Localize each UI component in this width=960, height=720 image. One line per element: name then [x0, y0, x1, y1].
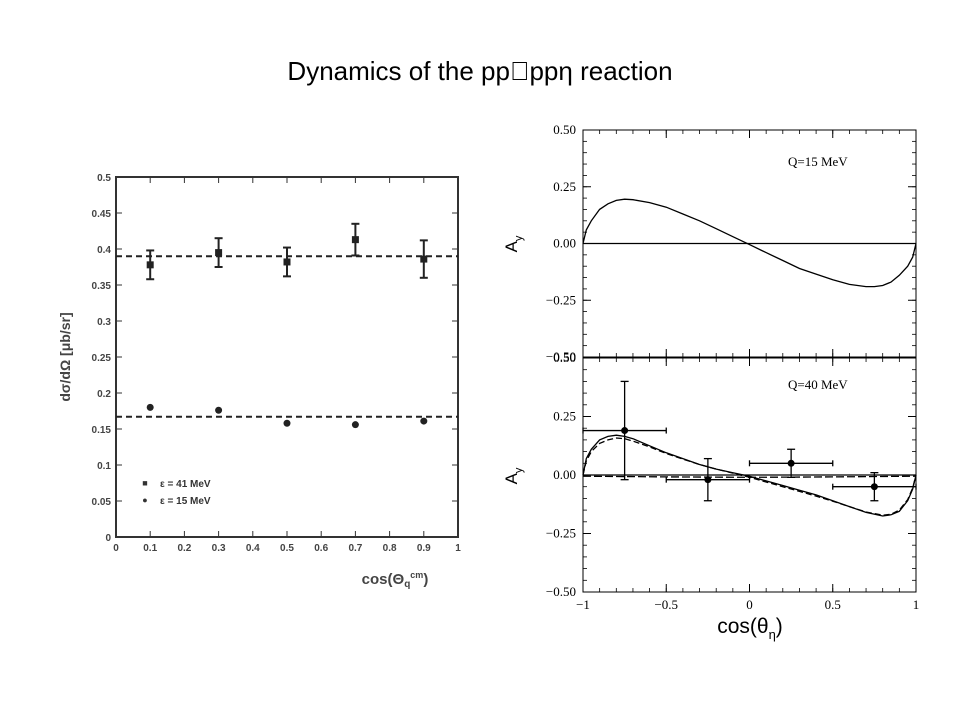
data-point-circle [215, 406, 223, 414]
left-y-tick-label: 0.35 [92, 281, 112, 292]
left-x-axis-label: cos(Θqcm) [362, 570, 429, 590]
left-y-tick-label: 0.25 [92, 353, 112, 364]
legend-label-15: ε = 15 MeV [160, 496, 211, 507]
left-x-tick-label: 1 [455, 543, 461, 554]
right-top-y-axis-label: Ay [502, 235, 525, 252]
x-tick-label: −1 [576, 597, 590, 612]
legend-marker-41: ■ [142, 478, 147, 488]
left-series [116, 222, 458, 429]
left-x-tick-label: 0.9 [417, 543, 431, 554]
data-point [870, 483, 878, 491]
left-x-tick-label: 0.2 [177, 543, 191, 554]
left-y-tick-label: 0.1 [97, 461, 111, 472]
data-point-square [351, 236, 359, 244]
legend-marker-15: ● [142, 495, 147, 505]
left-x-tick-label: 0.4 [246, 543, 260, 554]
data-point-circle [351, 421, 359, 429]
left-y-axis-label: dσ/dΩ [μb/sr] [57, 312, 73, 401]
data-point [787, 459, 795, 467]
right-x-axis-label: cos(θη) [717, 615, 783, 642]
left-x-tick-label: 0.3 [212, 543, 226, 554]
model-solid-curve [582, 434, 917, 517]
left-x-tick-label: 0.6 [314, 543, 328, 554]
left-y-tick-label: 0.45 [92, 209, 112, 220]
right-bottom-y-axis: 0.50 0.25 0.00 −0.25 −0.50 [546, 350, 917, 599]
data-point [621, 427, 629, 435]
right-bottom-series [582, 380, 917, 517]
x-tick-label: 0.5 [825, 597, 841, 612]
left-y-tick-label: 0.5 [97, 173, 111, 184]
left-legend: ■ ε = 41 MeV ● ε = 15 MeV [142, 478, 211, 507]
right-top-panel-label: Q=15 MeV [788, 154, 848, 169]
right-bottom-panel-label: Q=40 MeV [788, 377, 848, 392]
right-top-panel: 0.50 0.25 0.00 −0.25 −0.50 Q=15 MeV Ay [502, 122, 917, 364]
data-point-square [420, 255, 428, 263]
x-tick-label: 1 [913, 597, 920, 612]
data-point-square [283, 258, 291, 266]
right-bottom-y-axis-label: Ay [502, 467, 525, 484]
right-bottom-x-axis: −1 −0.5 0 0.5 1 [576, 597, 919, 612]
right-bottom-panel: 0.500.250.00−0.25−0.50 −1 −0.5 0 0.5 1 Q=40 … [502, 350, 919, 642]
y-tick-label: −0.25 [546, 292, 576, 307]
data-point [704, 476, 712, 484]
left-y-tick-label: 0.15 [92, 425, 112, 436]
right-top-y-axis: 0.50 0.25 0.00 −0.25 −0.50 [546, 122, 917, 364]
page-title: Dynamics of the pp ppη reaction [287, 56, 673, 86]
left-y-tick-label: 0.4 [97, 245, 111, 256]
left-x-tick-label: 0 [113, 543, 119, 554]
left-y-axis: 0 0.05 0.1 0.15 0.2 0.25 0.3 0.35 0.4 0.45 0.5 [92, 173, 458, 544]
data-point-square [215, 249, 223, 257]
data-point-circle [146, 403, 154, 411]
y-tick-label: −0.25 [546, 526, 576, 541]
left-x-tick-label: 0.1 [143, 543, 157, 554]
asymmetry-curve [582, 198, 917, 288]
data-point-square [146, 261, 154, 269]
left-y-tick-label: 0.3 [97, 317, 111, 328]
left-y-tick-label: 0 [105, 533, 111, 544]
left-y-tick-label: 0.05 [92, 497, 112, 508]
left-x-tick-label: 0.8 [383, 543, 397, 554]
y-tick-label: −0.50 [546, 584, 576, 599]
data-point-circle [420, 417, 428, 425]
y-tick-label: 0.50 [553, 122, 576, 137]
y-tick-label: 0.00 [553, 236, 576, 251]
y-tick-label: 0.25 [553, 409, 576, 424]
x-tick-label: 0 [746, 597, 753, 612]
right-top-series [582, 198, 917, 288]
left-x-axis: 0 0.1 0.2 0.3 0.4 0.5 0.6 0.7 0.8 0.9 1 [113, 177, 461, 554]
x-tick-label: −0.5 [654, 597, 678, 612]
left-y-tick-label: 0.2 [97, 389, 111, 400]
y-tick-label: 0.50 [553, 350, 576, 365]
y-tick-label: −0.50 [546, 349, 576, 364]
data-point-circle [283, 419, 291, 427]
left-x-tick-label: 0.7 [348, 543, 362, 554]
left-chart: 0 0.05 0.1 0.15 0.2 0.25 0.3 0.35 0.4 0.45 0.5 0 0.… [57, 173, 461, 590]
legend-label-41: ε = 41 MeV [160, 479, 211, 490]
left-x-tick-label: 0.5 [280, 543, 294, 554]
y-tick-label: 0.25 [553, 179, 576, 194]
y-tick-label: 0.00 [553, 467, 576, 482]
